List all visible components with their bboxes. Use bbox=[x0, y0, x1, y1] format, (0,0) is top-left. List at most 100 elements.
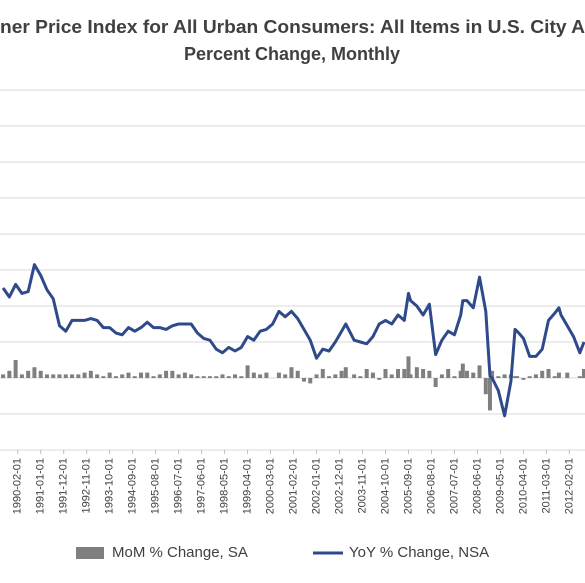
bar bbox=[195, 376, 200, 378]
chart-subtitle: Percent Change, Monthly bbox=[184, 44, 400, 64]
bar bbox=[496, 376, 501, 378]
bar bbox=[201, 376, 206, 378]
bar bbox=[383, 369, 388, 378]
bar bbox=[13, 360, 18, 378]
bar bbox=[139, 372, 144, 378]
x-tick-label: 2012-02-01 bbox=[563, 458, 575, 514]
x-tick-label: 1991-01-01 bbox=[35, 458, 47, 514]
bar bbox=[433, 378, 438, 387]
bar bbox=[289, 367, 294, 378]
bar bbox=[88, 370, 93, 378]
x-tick-label: 1994-09-01 bbox=[127, 458, 139, 514]
bar bbox=[207, 376, 212, 378]
bar bbox=[151, 376, 156, 378]
bar bbox=[446, 369, 451, 378]
legend-swatch bbox=[76, 547, 104, 559]
bar bbox=[157, 374, 162, 378]
bar bbox=[556, 372, 561, 378]
bar bbox=[421, 369, 426, 378]
bar bbox=[76, 374, 81, 378]
bar bbox=[582, 369, 585, 378]
x-tick-label: 2007-07-01 bbox=[448, 458, 460, 514]
x-tick-label: 2003-11-01 bbox=[356, 458, 368, 513]
x-tick-label: 2005-09-01 bbox=[402, 458, 414, 514]
bar bbox=[101, 376, 106, 378]
bar bbox=[552, 376, 557, 378]
x-tick-label: 2004-10-01 bbox=[379, 458, 391, 514]
bar bbox=[264, 372, 269, 378]
x-tick-label: 1995-08-01 bbox=[150, 458, 162, 514]
legend-label: MoM % Change, SA bbox=[112, 544, 248, 561]
x-tick-label: 2010-04-01 bbox=[517, 458, 529, 514]
bar bbox=[358, 376, 363, 378]
bar bbox=[176, 374, 181, 378]
x-tick-label: 1998-05-01 bbox=[218, 458, 230, 514]
bar bbox=[7, 370, 12, 378]
bar bbox=[402, 369, 407, 378]
legend-label: YoY % Change, NSA bbox=[349, 544, 489, 561]
x-tick-label: 2002-01-01 bbox=[310, 458, 322, 514]
bar bbox=[540, 370, 545, 378]
x-tick-label: 1996-07-01 bbox=[173, 458, 185, 514]
bar bbox=[452, 376, 457, 378]
bar bbox=[214, 376, 219, 378]
bar bbox=[113, 376, 118, 378]
x-tick-label: 1997-06-01 bbox=[196, 458, 208, 514]
bar bbox=[477, 365, 482, 378]
bar bbox=[182, 372, 187, 378]
x-tick-label: 1990-02-01 bbox=[12, 458, 24, 514]
x-tick-label: 1999-04-01 bbox=[241, 458, 253, 514]
bar bbox=[239, 376, 244, 378]
bar bbox=[577, 376, 582, 378]
bar bbox=[1, 374, 6, 378]
bar bbox=[107, 372, 112, 378]
bar bbox=[26, 370, 31, 378]
bar bbox=[233, 374, 238, 378]
bar bbox=[339, 370, 344, 378]
bar bbox=[483, 378, 488, 395]
bar bbox=[343, 367, 348, 378]
bar bbox=[389, 374, 394, 378]
bar bbox=[408, 374, 413, 378]
bar bbox=[521, 378, 526, 380]
bar bbox=[44, 374, 49, 378]
bar bbox=[464, 370, 469, 378]
bar bbox=[352, 374, 357, 378]
bar bbox=[251, 372, 256, 378]
x-tick-label: 2000-03-01 bbox=[264, 458, 276, 514]
bar bbox=[245, 365, 250, 378]
bar bbox=[164, 370, 169, 378]
line bbox=[1, 263, 585, 418]
bar bbox=[19, 374, 24, 378]
bar bbox=[546, 369, 551, 378]
bar bbox=[427, 370, 432, 378]
bar bbox=[515, 376, 520, 378]
bar bbox=[276, 372, 281, 378]
bar bbox=[38, 370, 43, 378]
bar bbox=[32, 367, 37, 378]
bar bbox=[513, 376, 518, 378]
bar bbox=[283, 374, 288, 378]
x-tick-label: 1991-12-01 bbox=[58, 458, 70, 514]
bar bbox=[406, 356, 411, 378]
bar bbox=[70, 374, 75, 378]
x-tick-label: 2006-08-01 bbox=[425, 458, 437, 514]
x-tick-label: 1993-10-01 bbox=[104, 458, 116, 514]
bar bbox=[565, 372, 570, 378]
bar bbox=[308, 378, 313, 384]
bar bbox=[320, 369, 325, 378]
bar bbox=[364, 369, 369, 378]
bar bbox=[301, 378, 306, 382]
bar bbox=[314, 374, 319, 378]
x-tick-label: 2001-02-01 bbox=[287, 458, 299, 514]
bar bbox=[226, 376, 231, 378]
bar bbox=[370, 372, 375, 378]
bar bbox=[132, 376, 137, 378]
bar bbox=[460, 363, 465, 378]
bar bbox=[170, 370, 175, 378]
bar bbox=[258, 374, 263, 378]
bar bbox=[490, 370, 495, 378]
x-tick-label: 2011-03-01 bbox=[540, 458, 552, 513]
